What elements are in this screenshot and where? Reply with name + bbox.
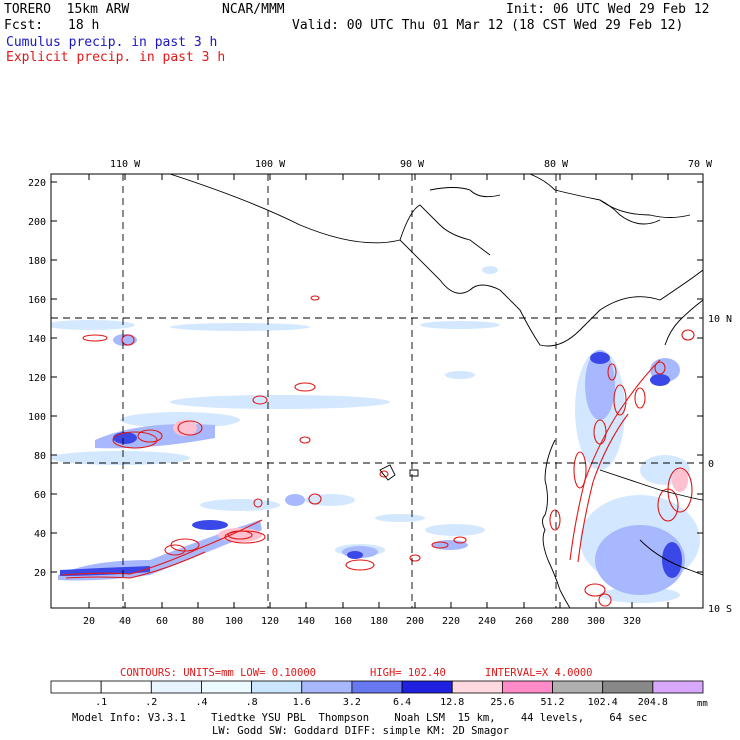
- lat-label-10s: 10 S: [708, 604, 732, 615]
- colorbar-swatch: [150, 680, 202, 694]
- lat-lon-grid: [51, 174, 703, 608]
- colorbar-unit: mm: [697, 699, 708, 709]
- colorbar-swatch: [552, 680, 604, 694]
- model-info-line: Model Info: V3.3.1 Tiedtke YSU PBL Thomp…: [72, 712, 648, 724]
- x-tick-label: 260: [515, 616, 533, 627]
- valid-time: Valid: 00 UTC Thu 01 Mar 12 (18 CST Wed …: [292, 18, 684, 33]
- colorbar-label: .2: [145, 697, 157, 708]
- colorbar-label: 25.6: [490, 697, 514, 708]
- y-tick-labels: 220 200 180 160 140 120 100 80 60 40 20: [28, 178, 46, 579]
- colorbar-swatch: [501, 680, 553, 694]
- colorbar-swatch: [351, 680, 403, 694]
- y-tick-label: 140: [28, 334, 46, 345]
- lat-label-10n: 10 N: [708, 314, 732, 325]
- colorbar-label: 1.6: [293, 697, 311, 708]
- color-bar: .1 .2 .4 .8 1.6 3.2 6.4 12.8 25.6 51.2 102.4 204.8: [50, 680, 704, 708]
- colorbar-label: .8: [246, 697, 258, 708]
- lon-label-80w: 80 W: [544, 159, 569, 170]
- precip-field: [51, 266, 700, 607]
- colorbar-swatch: [652, 680, 704, 694]
- colorbar-swatch: [201, 680, 253, 694]
- x-tick-label: 280: [551, 616, 569, 627]
- explicit-precip-legend: Explicit precip. in past 3 h: [6, 50, 226, 65]
- x-tick-label: 40: [119, 616, 131, 627]
- colorbar-swatch: [602, 680, 654, 694]
- cumulus-precip-legend: Cumulus precip. in past 3 h: [6, 35, 218, 50]
- colorbar-label: .4: [195, 697, 207, 708]
- x-tick-label: 60: [156, 616, 168, 627]
- forecast-hours: 18 h: [68, 18, 100, 33]
- colorbar-label: 3.2: [343, 697, 361, 708]
- contours-info: CONTOURS: UNITS=mm LOW= 0.10000: [120, 667, 316, 679]
- x-tick-label: 160: [334, 616, 352, 627]
- x-tick-labels: 20 40 60 80 100 120 140 160 180 200 220 …: [83, 616, 641, 627]
- y-tick-label: 100: [28, 412, 46, 423]
- colorbar-swatch: [251, 680, 303, 694]
- init-time: Init: 06 UTC Wed 29 Feb 12: [506, 2, 710, 17]
- colorbar-label: 12.8: [440, 697, 464, 708]
- contours-high: HIGH= 102.40: [370, 667, 446, 679]
- colorbar-swatch: [100, 680, 152, 694]
- x-tick-label: 140: [297, 616, 315, 627]
- colorbar-label: 6.4: [393, 697, 411, 708]
- y-tick-label: 40: [34, 529, 46, 540]
- map-frame: [50, 173, 704, 609]
- x-tick-label: 320: [623, 616, 641, 627]
- lat-label-0: 0: [708, 459, 714, 470]
- y-tick-label: 20: [34, 568, 46, 579]
- y-tick-label: 60: [34, 490, 46, 501]
- colorbar-label: .1: [95, 697, 107, 708]
- colorbar-swatch: [50, 680, 102, 694]
- y-tick-label: 80: [34, 451, 46, 462]
- x-tick-label: 80: [192, 616, 204, 627]
- lon-label-70w: 70 W: [688, 159, 713, 170]
- org-label: NCAR/MMM: [222, 2, 285, 17]
- x-tick-label: 180: [370, 616, 388, 627]
- x-tick-label: 300: [587, 616, 605, 627]
- x-tick-label: 220: [442, 616, 460, 627]
- y-tick-marks: [51, 181, 703, 573]
- lon-label-110w: 110 W: [110, 159, 141, 170]
- colorbar-swatch: [401, 680, 453, 694]
- y-tick-label: 220: [28, 178, 46, 189]
- colorbar-swatch: [301, 680, 353, 694]
- x-tick-marks: [88, 174, 669, 608]
- lon-label-90w: 90 W: [400, 159, 425, 170]
- model-physics-line: LW: Godd SW: Goddard DIFF: simple KM: 2D…: [212, 725, 510, 737]
- contours-interval: INTERVAL=X 4.0000: [485, 667, 592, 679]
- model-title: TORERO 15km ARW: [4, 2, 130, 17]
- y-tick-label: 180: [28, 256, 46, 267]
- colorbar-label: 51.2: [540, 697, 564, 708]
- y-tick-label: 160: [28, 295, 46, 306]
- x-tick-label: 100: [225, 616, 243, 627]
- y-tick-label: 120: [28, 373, 46, 384]
- x-tick-label: 200: [406, 616, 424, 627]
- x-tick-label: 120: [261, 616, 279, 627]
- forecast-label: Fcst:: [4, 18, 44, 33]
- y-tick-label: 200: [28, 217, 46, 228]
- lon-label-100w: 100 W: [255, 159, 286, 170]
- colorbar-swatch: [451, 680, 503, 694]
- colorbar-label: 204.8: [638, 697, 668, 708]
- coastlines: [169, 174, 703, 608]
- x-tick-label: 20: [83, 616, 95, 627]
- x-tick-label: 240: [478, 616, 496, 627]
- colorbar-label: 102.4: [588, 697, 618, 708]
